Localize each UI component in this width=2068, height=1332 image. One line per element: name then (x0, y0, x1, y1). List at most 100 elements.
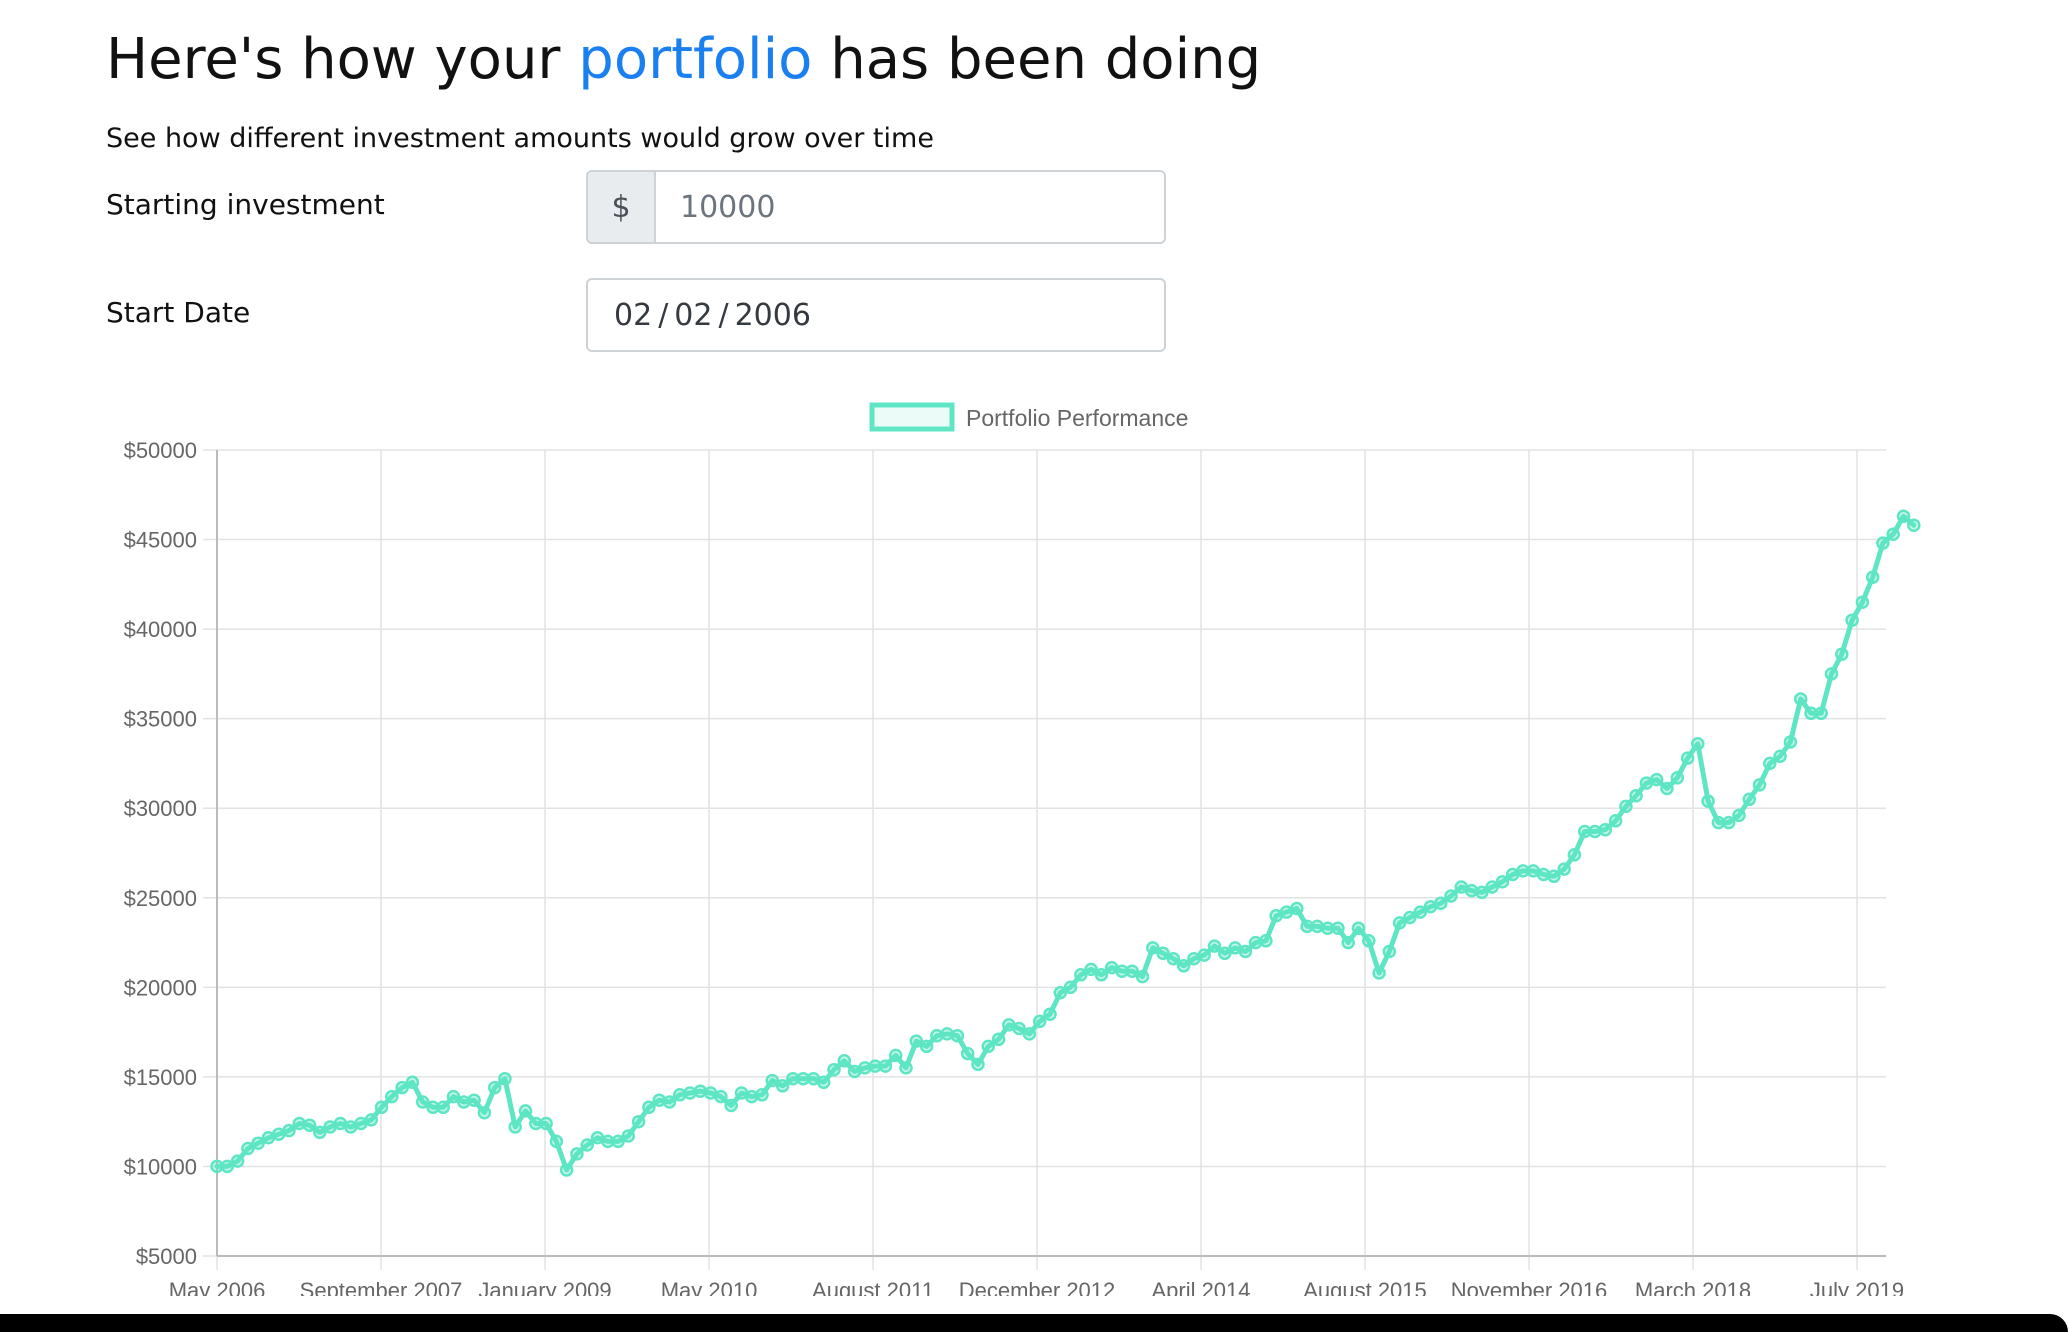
data-point[interactable] (1608, 814, 1623, 828)
data-point[interactable] (230, 1154, 245, 1168)
data-point[interactable] (508, 1120, 522, 1134)
data-point[interactable] (1290, 901, 1304, 916)
data-point[interactable] (1835, 647, 1849, 661)
data-point[interactable] (1814, 706, 1828, 721)
data-point[interactable] (518, 1104, 533, 1118)
data-point[interactable] (662, 1095, 677, 1109)
data-point[interactable] (775, 1079, 790, 1093)
data-point[interactable] (1084, 962, 1098, 977)
data-point[interactable] (1752, 778, 1767, 792)
data-point[interactable] (251, 1136, 265, 1150)
data-point[interactable] (1691, 736, 1705, 751)
legend-swatch[interactable] (869, 402, 955, 432)
data-point[interactable] (313, 1125, 327, 1140)
data-point[interactable] (241, 1141, 255, 1156)
data-point[interactable] (487, 1080, 502, 1095)
data-point[interactable] (436, 1100, 450, 1115)
data-point[interactable] (1176, 959, 1191, 973)
data-point[interactable] (1886, 527, 1900, 541)
data-point[interactable] (631, 1114, 646, 1129)
data-point[interactable] (1434, 896, 1448, 910)
data-point[interactable] (765, 1073, 780, 1088)
data-point[interactable] (549, 1134, 564, 1149)
data-point[interactable] (1207, 939, 1222, 953)
data-point[interactable] (1495, 874, 1510, 889)
data-point[interactable] (1598, 822, 1613, 837)
data-point[interactable] (1125, 964, 1139, 978)
data-point[interactable] (1032, 1014, 1047, 1029)
data-point[interactable] (1680, 751, 1695, 765)
data-point[interactable] (1619, 799, 1633, 814)
data-point[interactable] (1660, 781, 1674, 796)
data-point[interactable] (991, 1032, 1006, 1047)
data-point[interactable] (816, 1075, 831, 1090)
data-point[interactable] (1876, 536, 1890, 550)
data-point[interactable] (1372, 966, 1386, 980)
data-point[interactable] (559, 1163, 574, 1177)
data-point[interactable] (1475, 885, 1489, 900)
data-point[interactable] (1238, 944, 1253, 959)
data-point[interactable] (1166, 951, 1181, 966)
data-point[interactable] (1146, 941, 1160, 955)
legend-label[interactable]: Portfolio Performance (966, 405, 1188, 431)
data-point[interactable] (1732, 808, 1746, 823)
data-point[interactable] (1094, 968, 1109, 982)
data-point[interactable] (1392, 916, 1407, 930)
data-point[interactable] (1259, 934, 1273, 948)
data-point[interactable] (1218, 946, 1232, 961)
data-point[interactable] (1783, 735, 1798, 749)
data-point[interactable] (1701, 794, 1715, 808)
data-point[interactable] (1362, 934, 1376, 948)
data-point[interactable] (1413, 905, 1427, 919)
data-point[interactable] (1135, 969, 1150, 984)
data-point[interactable] (611, 1134, 625, 1149)
data-point[interactable] (1197, 948, 1211, 962)
data-point[interactable] (1649, 772, 1664, 787)
data-point[interactable] (1074, 968, 1088, 982)
data-point[interactable] (1382, 944, 1397, 959)
start-date-year[interactable]: 2006 (734, 297, 811, 333)
data-point[interactable] (1063, 980, 1078, 995)
data-point[interactable] (1855, 595, 1870, 609)
data-point[interactable] (1043, 1007, 1057, 1021)
data-point[interactable] (405, 1075, 420, 1090)
data-point[interactable] (446, 1089, 461, 1104)
data-point[interactable] (621, 1129, 636, 1143)
data-point[interactable] (415, 1095, 430, 1109)
data-point[interactable] (950, 1028, 965, 1043)
data-point[interactable] (385, 1089, 399, 1104)
data-point[interactable] (1557, 862, 1571, 876)
data-point[interactable] (1444, 889, 1458, 903)
data-point[interactable] (467, 1093, 481, 1107)
data-point[interactable] (1485, 880, 1499, 894)
data-point[interactable] (755, 1088, 769, 1102)
data-point[interactable] (827, 1062, 841, 1077)
data-point[interactable] (1341, 935, 1355, 950)
data-point[interactable] (909, 1034, 924, 1048)
data-point[interactable] (1156, 946, 1170, 961)
data-point[interactable] (539, 1116, 553, 1131)
data-point[interactable] (1907, 518, 1921, 532)
start-date-input[interactable]: 02 / 02 / 2006 (586, 278, 1166, 352)
data-point[interactable] (714, 1089, 728, 1104)
data-point[interactable] (282, 1123, 296, 1138)
data-point[interactable] (1053, 985, 1068, 1000)
data-point[interactable] (302, 1118, 317, 1132)
data-point[interactable] (1763, 756, 1777, 771)
data-point[interactable] (580, 1138, 594, 1152)
data-point[interactable] (1629, 788, 1643, 803)
data-point[interactable] (919, 1039, 934, 1054)
data-point[interactable] (1547, 869, 1561, 884)
data-point[interactable] (1567, 848, 1582, 862)
data-point[interactable] (1824, 667, 1839, 681)
data-point[interactable] (1670, 771, 1685, 785)
data-point[interactable] (498, 1071, 512, 1086)
data-point[interactable] (1896, 509, 1911, 524)
data-point[interactable] (1351, 921, 1366, 935)
data-point[interactable] (1773, 749, 1787, 764)
data-point[interactable] (1331, 921, 1345, 935)
data-point[interactable] (1012, 1021, 1026, 1036)
chart-legend[interactable]: Portfolio Performance (869, 402, 1188, 432)
data-point[interactable] (1793, 692, 1808, 706)
data-point[interactable] (364, 1113, 379, 1127)
